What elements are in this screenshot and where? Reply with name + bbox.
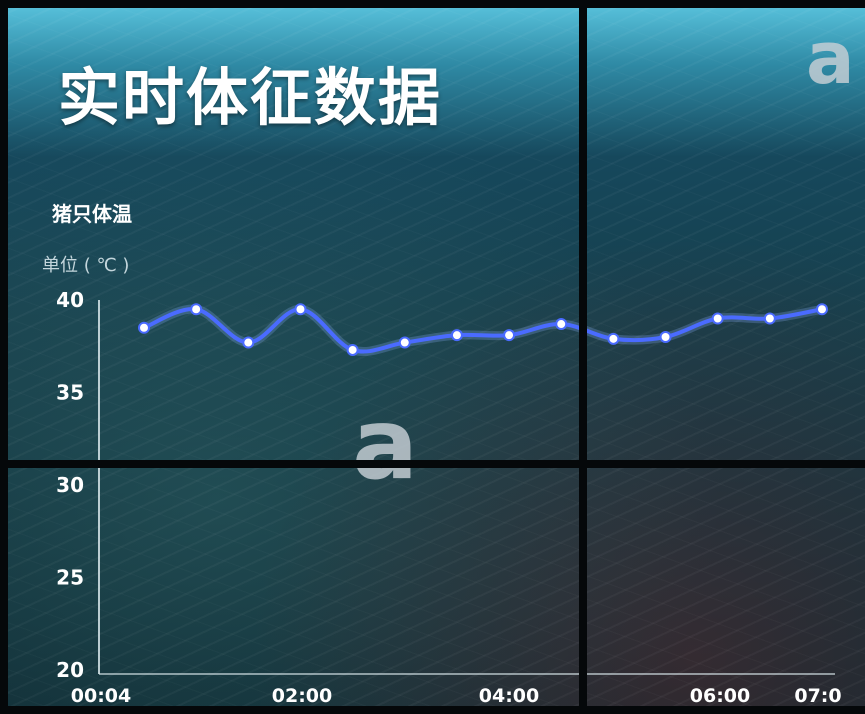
x-tick-label: 00:04 xyxy=(71,685,131,707)
x-tick-label: 04:00 xyxy=(479,685,539,707)
watermark-logo-center: a xyxy=(352,388,419,502)
y-tick-label: 20 xyxy=(56,658,84,682)
data-point xyxy=(190,303,203,316)
data-point xyxy=(346,343,359,356)
data-point xyxy=(294,303,307,316)
data-point xyxy=(242,336,255,349)
y-tick-label: 25 xyxy=(56,566,84,590)
data-point xyxy=(607,332,620,345)
data-point xyxy=(503,329,516,342)
data-point xyxy=(816,303,828,316)
y-tick-label: 30 xyxy=(56,473,84,497)
screen-bezel-bottom xyxy=(0,706,865,714)
page-title: 实时体征数据 xyxy=(58,61,443,134)
screen-bezel-top xyxy=(0,0,865,8)
y-tick-label: 40 xyxy=(56,288,84,312)
chart-title: 猪只体温 xyxy=(52,202,132,226)
y-axis-unit-label: 单位 ( ℃ ) xyxy=(42,255,130,276)
screen-bezel-vertical xyxy=(579,0,587,714)
x-tick-label: 02:00 xyxy=(272,685,332,707)
data-point xyxy=(398,336,411,349)
x-tick-label: 06:00 xyxy=(690,685,750,707)
data-point xyxy=(711,312,724,325)
screen-bezel-left xyxy=(0,0,8,714)
screen-bezel-horizontal xyxy=(0,460,865,468)
x-tick-label: 07:0 xyxy=(794,685,841,707)
data-point xyxy=(138,321,150,334)
data-point xyxy=(555,318,568,331)
data-point xyxy=(450,329,463,342)
data-point xyxy=(763,312,776,325)
y-tick-label: 35 xyxy=(56,381,84,405)
watermark-logo-corner: a xyxy=(806,16,855,100)
data-point xyxy=(659,331,672,343)
